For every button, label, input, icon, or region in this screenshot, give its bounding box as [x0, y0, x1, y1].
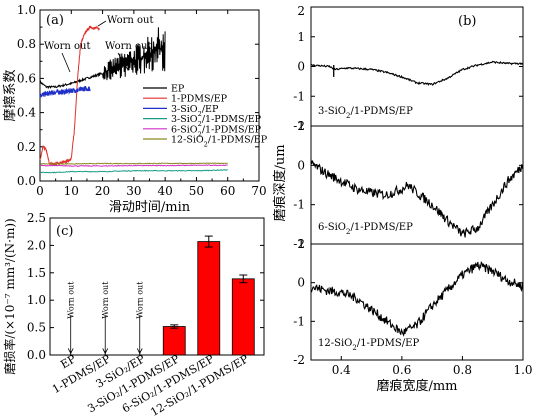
x-tick-label: 60 — [220, 184, 235, 198]
x-tick-label: 30 — [126, 184, 141, 198]
annotation-arrow — [97, 20, 107, 27]
x-tick-label: 0.6 — [392, 363, 411, 377]
y-tick-label: 1.0 — [17, 3, 36, 17]
y-tick-label: -2 — [293, 353, 305, 367]
worn-out-arrowhead — [67, 348, 74, 355]
y-tick-label: 0.0 — [27, 348, 46, 362]
y-tick-label: 0 — [297, 60, 305, 74]
bar-3 — [162, 326, 186, 356]
worn-out-label: Worn out — [101, 281, 110, 319]
legend-label: EP — [171, 84, 185, 95]
y-tick-label: 0.6 — [17, 71, 36, 85]
y-tick-label: 1 — [297, 30, 305, 44]
bar-5 — [231, 278, 255, 356]
series-line-3 — [39, 169, 228, 174]
legend-label: 6-SiO2/1-PDMS/EP — [171, 124, 262, 138]
worn-out-label: Worn out — [136, 281, 145, 319]
y-axis-label: 磨痕深度/um — [272, 144, 288, 221]
y-tick-label: 2.5 — [27, 211, 46, 225]
subplot-sample-label: 6-SiO2/1-PDMS/EP — [318, 222, 413, 236]
y-axis-label: 摩擦系数 — [2, 69, 18, 121]
y-tick-label: 0.0 — [17, 174, 36, 188]
y-tick-label: 0.4 — [17, 106, 36, 120]
y-axis-label: 磨损率/(×10⁻⁷ mm³/(N·m)) — [2, 218, 17, 374]
series-line-0 — [39, 27, 166, 90]
panel-a-friction-chart: 0 10 20 30 40 50 60 70 0.0 0.2 0.4 0.6 0.8 1.0 滑动时间/mi… — [2, 3, 268, 215]
x-tick-label: 1.0 — [513, 363, 532, 377]
worn-out-annotation: Worn out — [107, 15, 154, 26]
worn-out-annotation: Worn out — [44, 41, 91, 52]
y-tick-label: 2 — [297, 4, 305, 18]
x-axis-label: 磨痕宽度/mm — [376, 378, 457, 394]
y-tick-label: 0.5 — [27, 321, 46, 335]
y-tick-label: -2 — [293, 119, 305, 133]
x-tick-label: 0.8 — [453, 363, 472, 377]
worn-out-label: Worn out — [67, 281, 76, 319]
series-line-5 — [39, 162, 228, 165]
x-tick-label: 50 — [189, 184, 204, 198]
profile-line — [311, 60, 524, 87]
y-tick-label: -1 — [293, 89, 305, 103]
panel-label-b: (b) — [458, 14, 476, 29]
y-tick-label: 1.0 — [27, 293, 46, 307]
y-tick-label: 2.0 — [27, 238, 46, 252]
annotation-arrow — [61, 52, 71, 73]
y-tick-label: -1 — [293, 198, 305, 212]
legend-label: 3-SiO2/EP — [171, 104, 219, 118]
y-tick-label: -2 — [293, 237, 305, 251]
y-tick-label: 0.2 — [17, 140, 36, 154]
y-tick-label: 1.5 — [27, 266, 46, 280]
x-tick-label: 40 — [158, 184, 173, 198]
bar-4 — [197, 241, 221, 356]
subplot-sample-label: 12-SiO2/1-PDMS/EP — [318, 338, 419, 352]
profile-line — [310, 261, 524, 337]
y-tick-label: 1 — [297, 237, 305, 251]
panel-label-c: (c) — [56, 224, 73, 239]
subplot-frame — [310, 243, 524, 361]
x-tick-label: 20 — [95, 184, 110, 198]
worn-out-arrowhead — [102, 348, 109, 355]
series-line-4 — [39, 164, 228, 167]
panel-c-wear-rate-bars: 0.0 0.5 1.0 1.5 2.0 2.5 (c) 磨损率/(×10⁻⁷ mm³/(N·m… — [2, 211, 265, 418]
legend-label: 1-PDMS/EP — [171, 94, 228, 105]
worn-out-arrowhead — [136, 348, 143, 355]
x-tick-label: 70 — [251, 184, 266, 198]
x-tick-label: 0.4 — [332, 363, 351, 377]
x-tick-label: 10 — [64, 184, 79, 198]
y-tick-label: 0 — [297, 158, 305, 172]
y-tick-label: 0 — [297, 276, 305, 290]
panel-b-wear-depth-profiles: 2 1 0 -1 -2 3-SiO2/1-PDMS/EP 1 0 -1 -2 6-SiO2/1-PD… — [272, 4, 533, 394]
legend-label: 12-SiO2/1-PDMS/EP — [171, 135, 268, 149]
legend-label: 3-SiO2/1-PDMS/EP — [171, 114, 262, 128]
series-line-2 — [39, 86, 91, 98]
y-tick-label: -1 — [293, 314, 305, 328]
subplot-sample-label: 3-SiO2/1-PDMS/EP — [318, 106, 413, 120]
panel-label-a: (a) — [46, 13, 64, 28]
x-axis-label: 滑动时间/min — [109, 200, 191, 215]
profile-line — [310, 159, 524, 238]
worn-out-annotation: Worn out — [105, 41, 152, 52]
annotation-arrow — [117, 52, 129, 71]
y-tick-label: 0.8 — [17, 37, 36, 51]
y-tick-label: 1 — [297, 119, 305, 133]
plot-frame — [49, 217, 265, 356]
x-tick-label: 0 — [36, 184, 44, 198]
